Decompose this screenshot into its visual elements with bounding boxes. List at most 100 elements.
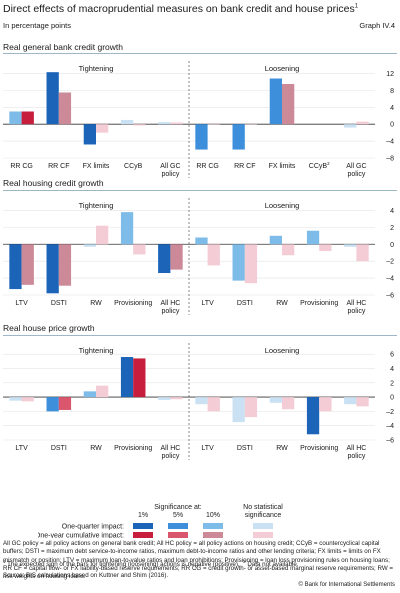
category-label: RR CG <box>10 163 33 170</box>
bar <box>58 92 72 125</box>
panel-title-housing-credit: Real housing credit growth <box>3 178 104 188</box>
bar <box>133 244 146 255</box>
bar <box>9 397 22 401</box>
y-tick-label: 0 <box>390 395 394 402</box>
legend-row-label: One-quarter impact: <box>62 524 124 531</box>
legend-level: 5% <box>173 512 183 519</box>
category-label: RR CF <box>234 163 255 170</box>
legend-swatch <box>133 532 153 538</box>
units-label: In percentage points <box>3 21 71 30</box>
legend-swatch <box>253 532 273 538</box>
section-label: Loosening <box>265 201 300 210</box>
bar <box>207 397 220 412</box>
panel-general-credit: –8 –4 0 4 8 12 Tightening Loosening RR CG RR CF FX… <box>3 61 394 178</box>
bar <box>244 244 258 284</box>
bar <box>21 111 34 125</box>
category-label: RW <box>90 300 102 307</box>
bar <box>319 244 332 252</box>
category-label: RR CF <box>48 163 69 170</box>
y-tick-label: 4 <box>390 208 394 215</box>
bar <box>344 244 357 247</box>
legend-swatch <box>168 523 188 529</box>
bar <box>232 244 245 281</box>
bar <box>83 124 96 145</box>
bar <box>306 230 320 245</box>
y-tick-label: 2 <box>390 225 394 232</box>
panel-house-prices: –6 –4 –2 0 2 4 6 Tightening Loosening LTV DSTI RW Pr… <box>3 343 394 460</box>
graph-id: Graph IV.4 <box>359 21 395 30</box>
bar <box>133 358 146 398</box>
copyright: © Bank for International Settlements <box>298 582 395 588</box>
legend-swatch <box>133 523 153 529</box>
legend: Significance at: 1% 5% 10% No statistical sig… <box>38 502 378 538</box>
bar <box>244 124 258 125</box>
category-label: All HC <box>346 300 366 307</box>
bar <box>344 124 357 128</box>
bar <box>46 72 59 125</box>
category-label: RW <box>90 445 102 452</box>
legend-swatch <box>253 523 273 529</box>
category-label: policy <box>161 308 179 315</box>
bar <box>282 84 295 125</box>
panel-title-house-prices: Real house price growth <box>3 323 95 333</box>
legend-swatch <box>168 532 188 538</box>
category-label: All HC <box>346 445 366 452</box>
category-label: policy <box>347 453 365 460</box>
bar <box>282 244 295 256</box>
section-label: Tightening <box>79 346 114 355</box>
bar <box>158 397 171 400</box>
section-label: Loosening <box>265 64 300 73</box>
bar <box>170 122 183 125</box>
category-label: LTV <box>201 445 214 452</box>
bar <box>356 397 369 407</box>
bar <box>195 237 208 245</box>
legend-nss-label: significance <box>245 512 282 519</box>
panel-housing-credit: –6 –4 –2 0 2 4 Tightening Loosening LTV DSTI RW Pro… <box>3 198 394 315</box>
category-label: Provisioning <box>300 445 338 452</box>
bar <box>46 397 59 412</box>
category-label: DSTI <box>237 445 253 452</box>
legend-row-label: One-year cumulative impact: <box>38 533 124 539</box>
y-tick-label: –2 <box>386 259 394 266</box>
chart-title: Direct effects of macroprudential measur… <box>3 3 359 15</box>
bar <box>96 385 109 398</box>
category-label: LTV <box>15 300 28 307</box>
legend-significance-title: Significance at: <box>154 504 202 511</box>
category-label: All GC <box>160 163 180 170</box>
y-tick-label: –4 <box>386 139 394 146</box>
bar <box>269 397 282 403</box>
category-label: FX limits <box>83 163 110 170</box>
y-tick-label: 6 <box>390 352 394 359</box>
category-label: policy <box>161 453 179 460</box>
bar <box>133 124 146 126</box>
category-label: FX limits <box>269 163 296 170</box>
y-tick-label: 8 <box>390 88 394 95</box>
panel-title-general-credit: Real general bank credit growth <box>3 42 124 52</box>
bar <box>232 124 245 150</box>
category-label: Provisioning <box>114 445 152 452</box>
bar <box>244 397 258 418</box>
y-tick-label: 0 <box>390 122 394 129</box>
bar <box>158 244 171 274</box>
panel-divider <box>3 335 397 336</box>
category-label: RR CG <box>196 163 219 170</box>
category-label: All HC <box>160 445 180 452</box>
y-tick-label: 12 <box>386 71 394 78</box>
bar <box>120 357 134 398</box>
section-label: Tightening <box>79 64 114 73</box>
category-label: policy <box>161 171 179 178</box>
bar <box>96 124 109 133</box>
y-tick-label: 0 <box>390 242 394 249</box>
category-label: policy <box>347 308 365 315</box>
bar <box>344 397 357 405</box>
y-tick-label: 4 <box>390 105 394 112</box>
y-tick-label: –6 <box>386 293 394 300</box>
bar <box>207 244 220 266</box>
bar <box>356 121 369 125</box>
category-label: Provisioning <box>114 300 152 307</box>
bar <box>21 244 34 285</box>
category-label: Provisioning <box>300 300 338 307</box>
category-label: LTV <box>201 300 214 307</box>
y-tick-label: –8 <box>386 156 394 163</box>
bar <box>319 397 332 412</box>
